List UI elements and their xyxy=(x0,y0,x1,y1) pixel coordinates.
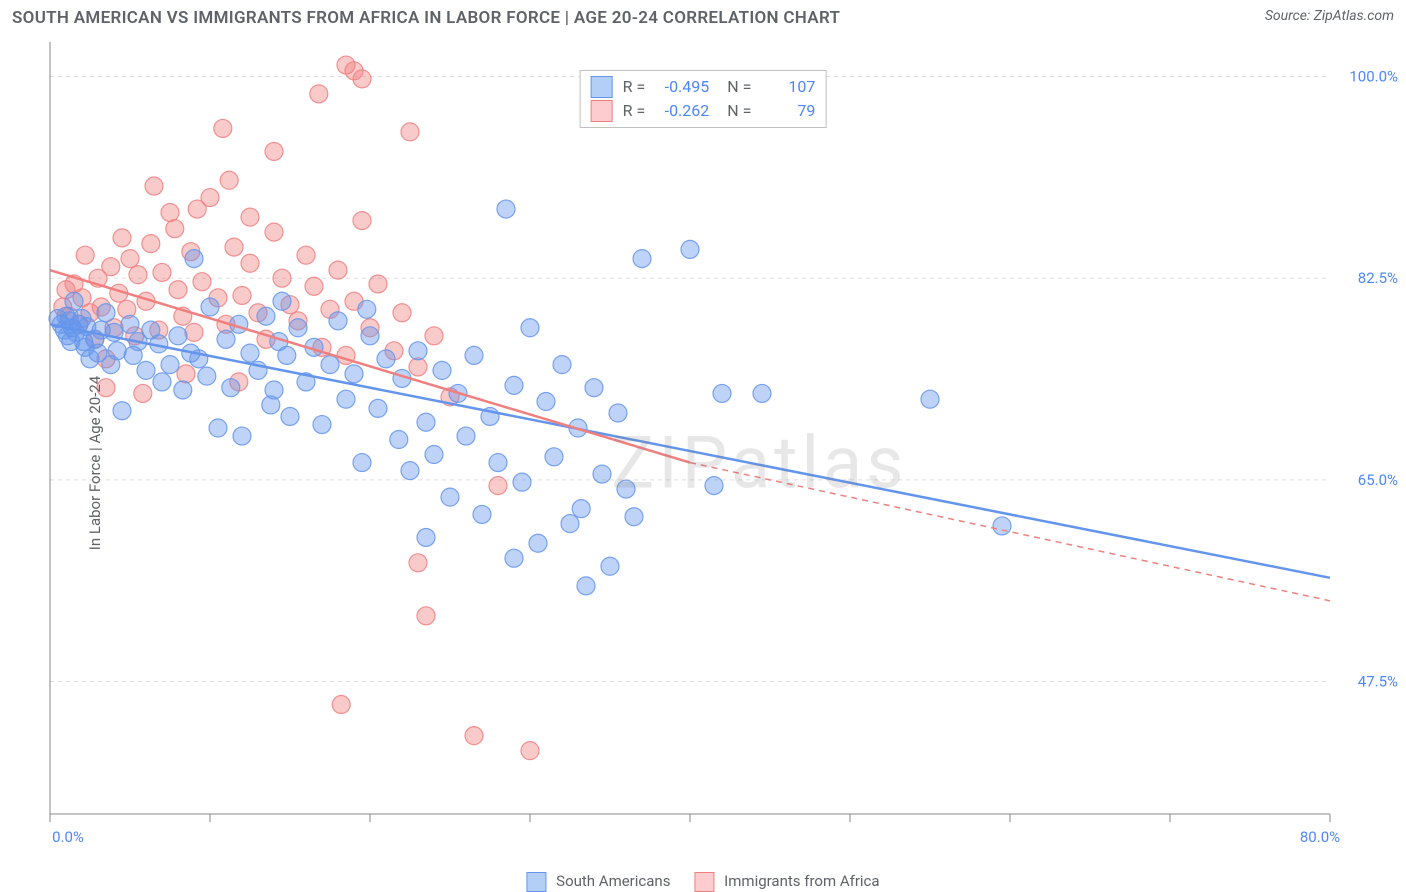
legend-swatch-1 xyxy=(694,872,714,892)
chart-title: SOUTH AMERICAN VS IMMIGRANTS FROM AFRICA… xyxy=(12,8,840,28)
stats-r-1: -0.262 xyxy=(655,99,709,123)
svg-text:0.0%: 0.0% xyxy=(52,828,84,846)
chart-container: In Labor Force | Age 20-24 47.5% 65.0% 82.… xyxy=(0,34,1406,892)
legend-label-0: South Americans xyxy=(556,872,670,890)
stats-swatch-0 xyxy=(591,76,613,98)
scatter-chart: 47.5% 65.0% 82.5% 100.0% 0.0% 80.0% xyxy=(0,34,1406,854)
svg-text:100.0%: 100.0% xyxy=(1349,68,1398,86)
svg-text:80.0%: 80.0% xyxy=(1300,828,1340,846)
svg-text:65.0%: 65.0% xyxy=(1358,471,1398,489)
legend-label-1: Immigrants from Africa xyxy=(724,872,879,890)
legend-item-1: Immigrants from Africa xyxy=(694,872,879,892)
stats-n-label: N = xyxy=(719,75,751,99)
svg-text:47.5%: 47.5% xyxy=(1358,672,1398,690)
stats-r-label: R = xyxy=(623,99,646,123)
legend-item-0: South Americans xyxy=(526,872,670,892)
stats-row-0: R = -0.495 N = 107 xyxy=(591,75,816,99)
stats-n-0: 107 xyxy=(761,75,815,99)
stats-legend: R = -0.495 N = 107 R = -0.262 N = 79 xyxy=(580,70,827,128)
stats-swatch-1 xyxy=(591,100,613,122)
stats-row-1: R = -0.262 N = 79 xyxy=(591,99,816,123)
legend-swatch-0 xyxy=(526,872,546,892)
series-legend: South Americans Immigrants from Africa xyxy=(526,872,879,892)
stats-r-label: R = xyxy=(623,75,646,99)
stats-n-1: 79 xyxy=(761,99,815,123)
stats-r-0: -0.495 xyxy=(655,75,709,99)
stats-n-label: N = xyxy=(719,99,751,123)
svg-text:82.5%: 82.5% xyxy=(1358,269,1398,287)
source-label: Source: ZipAtlas.com xyxy=(1265,8,1394,24)
y-axis-label: In Labor Force | Age 20-24 xyxy=(86,376,104,550)
